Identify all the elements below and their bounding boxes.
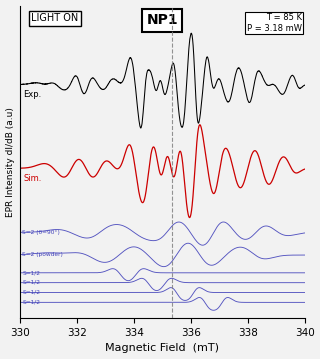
Y-axis label: EPR Intensity dI/dB (a.u): EPR Intensity dI/dB (a.u) bbox=[5, 107, 14, 217]
Text: S=1/2: S=1/2 bbox=[22, 280, 40, 285]
X-axis label: Magnetic Field  (mT): Magnetic Field (mT) bbox=[105, 344, 219, 354]
Text: NP1: NP1 bbox=[147, 13, 178, 27]
Text: LIGHT ON: LIGHT ON bbox=[31, 13, 79, 23]
Text: S=1/2: S=1/2 bbox=[22, 290, 40, 295]
Text: T = 85 K
P = 3.18 mW: T = 85 K P = 3.18 mW bbox=[247, 13, 302, 33]
Text: S=2 (θ=90°): S=2 (θ=90°) bbox=[22, 230, 60, 235]
Text: S=2 (powder): S=2 (powder) bbox=[22, 252, 63, 257]
Text: S=1/2: S=1/2 bbox=[22, 300, 40, 305]
Text: Sim.: Sim. bbox=[24, 174, 42, 183]
Text: S=1/2: S=1/2 bbox=[22, 270, 40, 275]
Text: Exp.: Exp. bbox=[24, 90, 42, 99]
